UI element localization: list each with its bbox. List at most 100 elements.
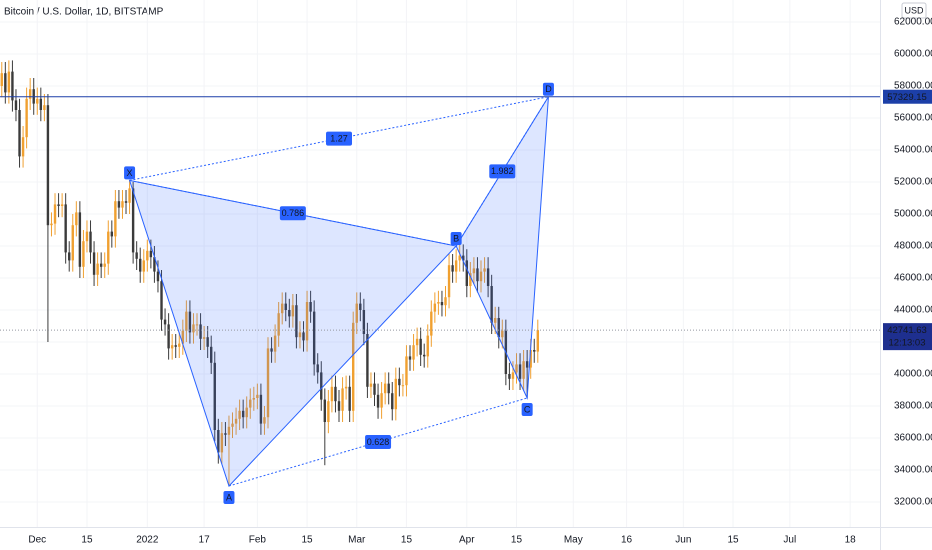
candle-body — [525, 361, 529, 368]
candle-body — [217, 430, 220, 453]
candle-body — [320, 372, 323, 400]
candle-body — [302, 332, 305, 341]
x-tick-label: Dec — [28, 535, 46, 546]
y-tick-label: 32000.00 — [894, 497, 932, 508]
candle-body — [277, 313, 280, 336]
candle-body — [401, 385, 405, 387]
candle-body — [337, 401, 341, 411]
candle-body — [359, 303, 362, 311]
point-badge — [450, 232, 462, 246]
candle-body — [231, 423, 234, 427]
x-tick-label: Apr — [459, 535, 475, 546]
candle-body — [423, 354, 426, 357]
candle-body — [181, 330, 185, 344]
y-tick-label: 38000.00 — [894, 401, 932, 412]
candle-body — [156, 271, 160, 282]
candle-body — [515, 364, 518, 373]
candle-body — [28, 89, 32, 99]
candle-body — [341, 388, 344, 411]
candle-body — [192, 324, 195, 333]
price-badge — [883, 323, 932, 351]
point-badge — [521, 403, 533, 417]
x-tick-label: Jul — [783, 535, 796, 546]
candle-body — [163, 319, 167, 325]
candle-body — [486, 268, 490, 287]
candle-body — [206, 337, 209, 347]
y-tick-label: 50000.00 — [894, 209, 932, 220]
candle-body — [199, 324, 202, 339]
candle-body — [476, 268, 479, 282]
x-tick-label: Feb — [249, 535, 267, 546]
candle-body — [270, 348, 273, 352]
y-tick-label: 48000.00 — [894, 241, 932, 252]
candle-body — [114, 201, 117, 237]
candle-body — [107, 231, 110, 264]
candle-body — [213, 362, 216, 431]
candle-body — [149, 250, 153, 258]
candle-body — [89, 231, 92, 253]
candle-body — [305, 302, 309, 341]
candle-body — [249, 399, 252, 408]
ratio-label: 0.628 — [367, 437, 390, 447]
x-tick-label: 15 — [401, 535, 413, 546]
candle-body — [408, 356, 412, 360]
candle-body — [18, 110, 21, 157]
candle-body — [447, 265, 451, 298]
y-tick-label: 56000.00 — [894, 113, 932, 124]
candle-body — [46, 105, 50, 226]
candle-body — [298, 332, 302, 338]
last-price-label: 42741.63 — [887, 325, 927, 336]
y-tick-label: 36000.00 — [894, 433, 932, 444]
x-tick-label: 18 — [845, 535, 857, 546]
ratio-badge — [365, 435, 392, 450]
candle-body — [355, 303, 358, 323]
candle-body — [309, 302, 312, 312]
candle-body — [117, 201, 121, 208]
x-tick-label: 15 — [727, 535, 739, 546]
ratio-leg — [129, 179, 457, 247]
y-tick-label: 40000.00 — [894, 369, 932, 380]
candle-body — [57, 204, 60, 207]
candle-body — [39, 98, 43, 111]
candle-body — [43, 105, 46, 111]
candle-body — [266, 348, 270, 418]
point-label: A — [226, 492, 232, 502]
candle-body — [188, 311, 192, 333]
candle-body — [419, 338, 422, 355]
candle-body — [224, 433, 227, 435]
candle-body — [316, 364, 319, 373]
candle-body — [75, 212, 78, 226]
candle-body — [153, 257, 156, 272]
candle-body — [373, 383, 376, 395]
candle-body — [160, 281, 163, 320]
candle-body — [451, 265, 454, 272]
candle-body — [7, 71, 11, 93]
candle-body — [312, 311, 316, 365]
candle-body — [167, 324, 170, 349]
candle-body — [71, 225, 74, 261]
candle-body — [103, 263, 106, 267]
candle-body — [185, 311, 188, 331]
x-tick-label: 17 — [199, 535, 211, 546]
candle-body — [398, 378, 401, 386]
candle-body — [433, 303, 437, 312]
candle-body — [533, 350, 536, 352]
candle-body — [21, 137, 25, 157]
candle-body — [124, 201, 128, 203]
ratio-badge — [279, 206, 306, 221]
point-badge — [223, 491, 235, 505]
candle-body — [36, 98, 39, 104]
candle-body — [284, 303, 287, 311]
y-tick-label: 52000.00 — [894, 177, 932, 188]
candle-body — [493, 318, 497, 323]
candle-body — [362, 310, 366, 335]
ratio-badge — [489, 164, 516, 179]
point-label: B — [453, 233, 459, 243]
candle-body — [92, 252, 96, 275]
candle-body — [454, 260, 458, 272]
candle-body — [508, 374, 511, 379]
candle-body — [139, 258, 142, 272]
candle-body — [11, 71, 14, 101]
